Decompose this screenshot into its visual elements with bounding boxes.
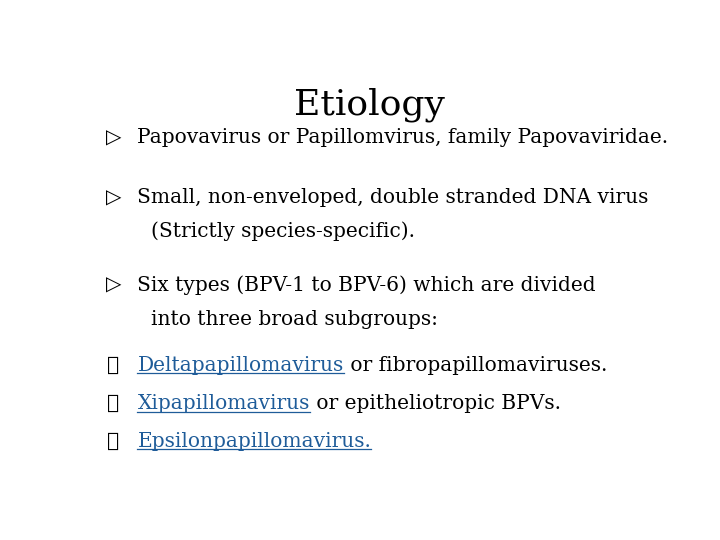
Text: ▷: ▷	[106, 188, 121, 207]
Text: ▷: ▷	[106, 128, 121, 147]
Text: ❖: ❖	[107, 355, 120, 375]
Text: Epsilonpapillomavirus.: Epsilonpapillomavirus.	[138, 431, 372, 450]
Text: Six types (BPV-1 to BPV-6) which are divided: Six types (BPV-1 to BPV-6) which are div…	[138, 275, 596, 295]
Text: Small, non-enveloped, double stranded DNA virus: Small, non-enveloped, double stranded DN…	[138, 188, 649, 207]
Text: ❖: ❖	[107, 431, 120, 450]
Text: ❖: ❖	[107, 394, 120, 413]
Text: Papovavirus or Papillomvirus, family Papovaviridae.: Papovavirus or Papillomvirus, family Pap…	[138, 128, 669, 147]
Text: or epitheliotropic BPVs.: or epitheliotropic BPVs.	[310, 394, 561, 413]
Text: Xipapillomavirus: Xipapillomavirus	[138, 394, 310, 413]
Text: into three broad subgroups:: into three broad subgroups:	[151, 310, 438, 329]
Text: Etiology: Etiology	[294, 87, 444, 122]
Text: ▷: ▷	[106, 276, 121, 295]
Text: Deltapapillomavirus: Deltapapillomavirus	[138, 355, 343, 375]
Text: (Strictly species-specific).: (Strictly species-specific).	[151, 221, 415, 241]
Text: or fibropapillomaviruses.: or fibropapillomaviruses.	[343, 355, 607, 375]
